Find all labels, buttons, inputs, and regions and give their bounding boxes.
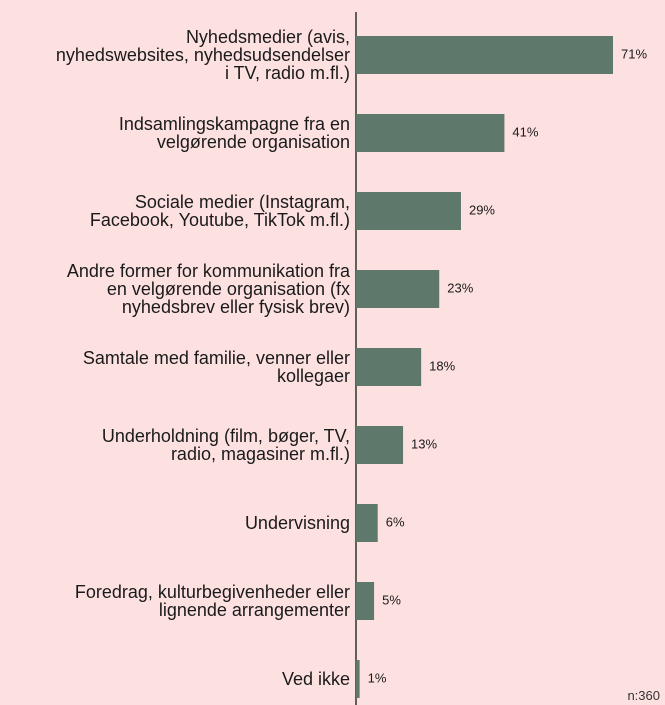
category-label: Indsamlingskampagne fra en velgørende or… [118, 114, 350, 152]
value-label: 13% [411, 436, 437, 451]
category-label: Nyhedsmedier (avis, nyhedswebsites, nyhe… [55, 27, 350, 83]
value-label: 71% [621, 46, 647, 61]
bar [356, 582, 375, 620]
category-label: Foredrag, kulturbegivenheder eller ligne… [74, 582, 350, 620]
note: n:360 [627, 688, 660, 703]
category-label: Ved ikke [281, 669, 350, 689]
category-label: Andre former for kommunikation fra en ve… [66, 261, 350, 317]
bar [356, 426, 404, 464]
value-label: 1% [368, 670, 387, 685]
value-label: 18% [429, 358, 455, 373]
bar [356, 36, 614, 74]
bar [356, 348, 422, 386]
category-label: Sociale medier (Instagram, Facebook, You… [89, 192, 350, 230]
bar [356, 192, 461, 230]
category-label: Samtale med familie, venner eller kolleg… [82, 348, 350, 386]
category-label: Underholdning (film, bøger, TV, radio, m… [101, 426, 350, 464]
category-label: Undervisning [244, 513, 350, 533]
bar [356, 504, 378, 542]
value-label: 5% [382, 592, 401, 607]
value-label: 29% [469, 202, 495, 217]
bar [356, 660, 360, 698]
value-label: 6% [386, 514, 405, 529]
value-label: 41% [512, 124, 538, 139]
value-label: 23% [447, 280, 473, 295]
bar [356, 114, 505, 152]
bar [356, 270, 440, 308]
